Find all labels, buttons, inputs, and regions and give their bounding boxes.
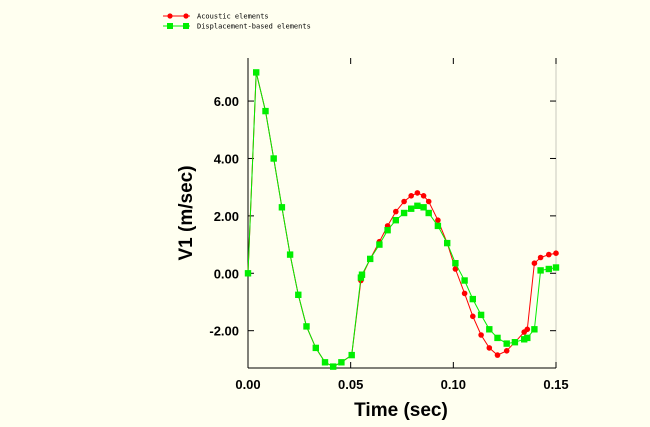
data-point-acoustic <box>414 190 421 196</box>
data-point-displacement <box>330 363 337 370</box>
data-point-displacement <box>420 204 427 211</box>
data-point-displacement <box>461 277 468 284</box>
data-point-displacement <box>503 340 510 347</box>
data-point-acoustic <box>461 290 468 297</box>
data-point-displacement <box>253 69 260 76</box>
series-layer <box>244 69 560 370</box>
x-axis-title: Time (sec) <box>354 400 448 421</box>
data-point-displacement <box>270 155 277 162</box>
data-point-displacement <box>425 209 432 217</box>
data-point-acoustic <box>408 193 415 199</box>
legend-label-acoustic: Acoustic elements <box>197 13 269 21</box>
data-point-displacement <box>408 205 415 212</box>
x-tick-label: 0.05 <box>338 377 363 392</box>
data-point-acoustic <box>401 198 407 205</box>
data-point-displacement <box>400 209 408 217</box>
data-point-displacement <box>278 204 286 211</box>
data-point-acoustic <box>425 198 432 205</box>
legend-marker-acoustic <box>183 13 189 19</box>
data-point-displacement <box>545 265 552 273</box>
data-point-displacement <box>244 270 252 277</box>
data-point-displacement <box>486 326 493 333</box>
data-point-displacement <box>262 107 269 115</box>
data-point-displacement <box>531 326 538 333</box>
data-point-displacement <box>286 251 294 258</box>
data-point-acoustic <box>420 193 427 199</box>
legend-marker-displacement <box>167 23 173 29</box>
data-point-displacement <box>537 267 544 274</box>
y-tick-label: 0.00 <box>214 266 239 281</box>
data-point-displacement <box>452 260 459 267</box>
x-tick-label: 0.15 <box>543 377 568 392</box>
legend-marker-acoustic <box>167 13 173 19</box>
data-point-displacement <box>367 255 374 263</box>
legend-entry-acoustic: Acoustic elements <box>163 13 269 21</box>
data-point-displacement <box>494 334 501 342</box>
data-point-displacement <box>358 271 366 278</box>
data-point-acoustic <box>494 352 501 358</box>
data-point-acoustic <box>537 254 544 261</box>
data-point-displacement <box>444 239 451 247</box>
y-tick-label: 2.00 <box>214 209 239 224</box>
data-point-displacement <box>477 311 485 319</box>
data-point-acoustic <box>546 251 552 258</box>
data-point-displacement <box>392 217 399 224</box>
axes <box>247 58 556 369</box>
data-point-displacement <box>414 202 421 209</box>
ticks: 0.00 0.05 0.10 0.15 -2.00 0.00 2.00 4.00 6.00 <box>209 58 569 392</box>
data-point-displacement <box>552 264 560 271</box>
data-point-displacement <box>469 295 476 303</box>
data-point-acoustic <box>470 313 476 320</box>
legend: Acoustic elements Displacement-based ele… <box>163 13 311 31</box>
data-point-acoustic <box>531 260 538 267</box>
y-axis-title: V1 (m/sec) <box>176 165 197 260</box>
y-tick-label: -2.00 <box>209 324 239 339</box>
data-point-displacement <box>524 334 531 342</box>
data-point-displacement <box>376 241 383 248</box>
data-point-displacement <box>295 291 302 298</box>
data-point-displacement <box>321 359 329 366</box>
data-point-displacement <box>511 339 519 346</box>
data-point-displacement <box>348 351 355 359</box>
data-point-acoustic <box>486 345 493 351</box>
data-point-acoustic <box>524 326 531 333</box>
data-point-acoustic <box>435 217 441 223</box>
y-tick-label: 4.00 <box>214 151 239 166</box>
data-point-acoustic <box>503 348 510 354</box>
data-point-displacement <box>434 222 442 230</box>
series-line-acoustic <box>247 72 557 368</box>
legend-marker-displacement <box>183 23 189 29</box>
data-point-displacement <box>384 227 391 234</box>
y-tick-label: 6.00 <box>214 94 239 109</box>
x-tick-label: 0.00 <box>235 377 260 392</box>
data-point-acoustic <box>452 266 459 272</box>
series-line-displacement <box>247 72 557 368</box>
data-point-displacement <box>312 344 319 352</box>
data-point-acoustic <box>553 250 559 256</box>
legend-entry-displacement: Displacement-based elements <box>163 23 311 31</box>
data-point-acoustic <box>478 332 484 338</box>
legend-label-displacement: Displacement-based elements <box>197 23 311 31</box>
data-point-displacement <box>303 323 310 330</box>
x-tick-label: 0.10 <box>441 377 466 392</box>
data-point-acoustic <box>393 208 399 215</box>
data-point-displacement <box>338 359 345 366</box>
